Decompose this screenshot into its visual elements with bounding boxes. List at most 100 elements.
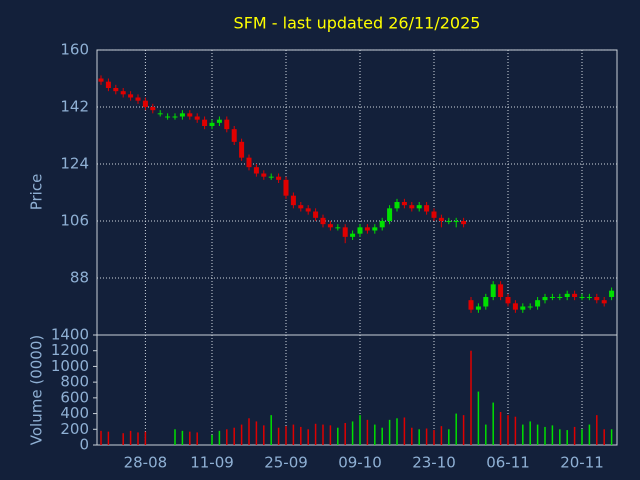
candle-body — [268, 176, 274, 178]
volume-bar — [129, 430, 132, 445]
candle-body — [498, 284, 504, 297]
candle-body — [475, 306, 481, 310]
candle-body — [431, 211, 437, 218]
volume-bar — [189, 431, 191, 445]
volume-bar — [411, 427, 413, 445]
candle-body — [535, 300, 541, 307]
candle-body — [490, 284, 496, 297]
volume-bar — [581, 429, 583, 445]
volume-bar — [307, 429, 309, 445]
candle-body — [305, 208, 311, 212]
volume-bar — [240, 424, 243, 445]
candle-body — [416, 205, 422, 209]
volume-bar — [492, 402, 494, 445]
candle-body — [505, 297, 511, 304]
volume-bar — [270, 415, 272, 445]
volume-bar — [470, 350, 472, 445]
volume-bar — [381, 427, 383, 445]
candle-body — [512, 303, 518, 310]
candle-body — [276, 176, 282, 180]
volume-bar — [396, 418, 398, 445]
volume-bar — [425, 428, 428, 445]
volume-bar — [337, 427, 339, 445]
candle-body — [572, 293, 578, 297]
volume-bar — [211, 434, 213, 445]
volume-bar — [374, 424, 376, 445]
volume-bar — [596, 415, 598, 445]
volume-tick-label: 1000 — [51, 357, 89, 375]
volume-bar — [181, 430, 184, 445]
volume-bar — [433, 430, 435, 445]
candle-body — [379, 221, 385, 228]
candle-body — [335, 227, 341, 229]
candle-body — [150, 107, 156, 111]
volume-bar — [196, 432, 198, 445]
volume-axis-label: Volume (0000) — [28, 335, 46, 445]
candle-body — [483, 297, 489, 307]
volume-bar — [263, 425, 265, 445]
volume-tick-label: 200 — [60, 420, 89, 438]
candle-body — [468, 300, 474, 310]
volume-bar — [462, 415, 465, 445]
volume-bar — [388, 419, 391, 445]
candle-body — [179, 113, 185, 117]
y-tick-label: 106 — [60, 212, 89, 230]
candle-body — [298, 205, 304, 209]
volume-bar — [610, 429, 613, 445]
candle-body — [549, 297, 555, 298]
candle-body — [557, 297, 563, 298]
volume-bar — [144, 431, 147, 445]
candle-body — [409, 205, 415, 209]
candle-body — [350, 233, 356, 237]
volume-bar — [351, 421, 354, 445]
volume-bar — [137, 432, 139, 445]
candle-body — [401, 202, 407, 206]
candle-body — [135, 97, 141, 101]
candle-body — [283, 179, 289, 196]
candle-body — [609, 290, 615, 297]
candle-body — [172, 116, 178, 118]
candle-body — [542, 297, 548, 301]
candle-body — [527, 306, 533, 308]
x-tick-label: 28-08 — [124, 454, 168, 472]
volume-bar — [499, 412, 502, 445]
volume-bar — [551, 425, 554, 445]
candle-body — [246, 157, 252, 168]
candle-body — [342, 227, 348, 237]
volume-bar — [559, 429, 561, 445]
x-tick-label: 11-09 — [190, 454, 234, 472]
volume-bar — [314, 423, 317, 445]
candle-body — [387, 208, 393, 221]
volume-panel-frame — [96, 334, 618, 446]
candle-body — [320, 217, 326, 225]
candle-body — [194, 116, 200, 120]
candle-body — [120, 91, 126, 95]
candle-body — [372, 227, 378, 231]
volume-bar — [522, 424, 524, 445]
volume-bar — [448, 429, 450, 445]
volume-bar — [344, 423, 346, 445]
volume-bar — [100, 430, 102, 445]
candle-body — [209, 122, 215, 126]
volume-bar — [603, 429, 605, 445]
candle-body — [357, 227, 363, 234]
volume-bar — [477, 391, 480, 445]
volume-bar — [122, 433, 124, 445]
y-tick-label: 124 — [60, 155, 89, 173]
volume-bar — [107, 431, 110, 445]
volume-bar — [514, 416, 517, 445]
volume-bar — [507, 415, 509, 445]
y-tick-label: 88 — [70, 269, 89, 287]
candle-body — [327, 224, 333, 228]
candle-body — [202, 119, 208, 126]
candle-body — [165, 116, 171, 118]
candle-body — [231, 129, 237, 142]
candle-body — [564, 293, 570, 297]
x-tick-label: 23-10 — [412, 454, 456, 472]
candle-body — [453, 221, 459, 222]
candle-body — [601, 300, 607, 304]
y-axis-label: Price — [28, 174, 46, 211]
volume-bar — [544, 426, 546, 445]
